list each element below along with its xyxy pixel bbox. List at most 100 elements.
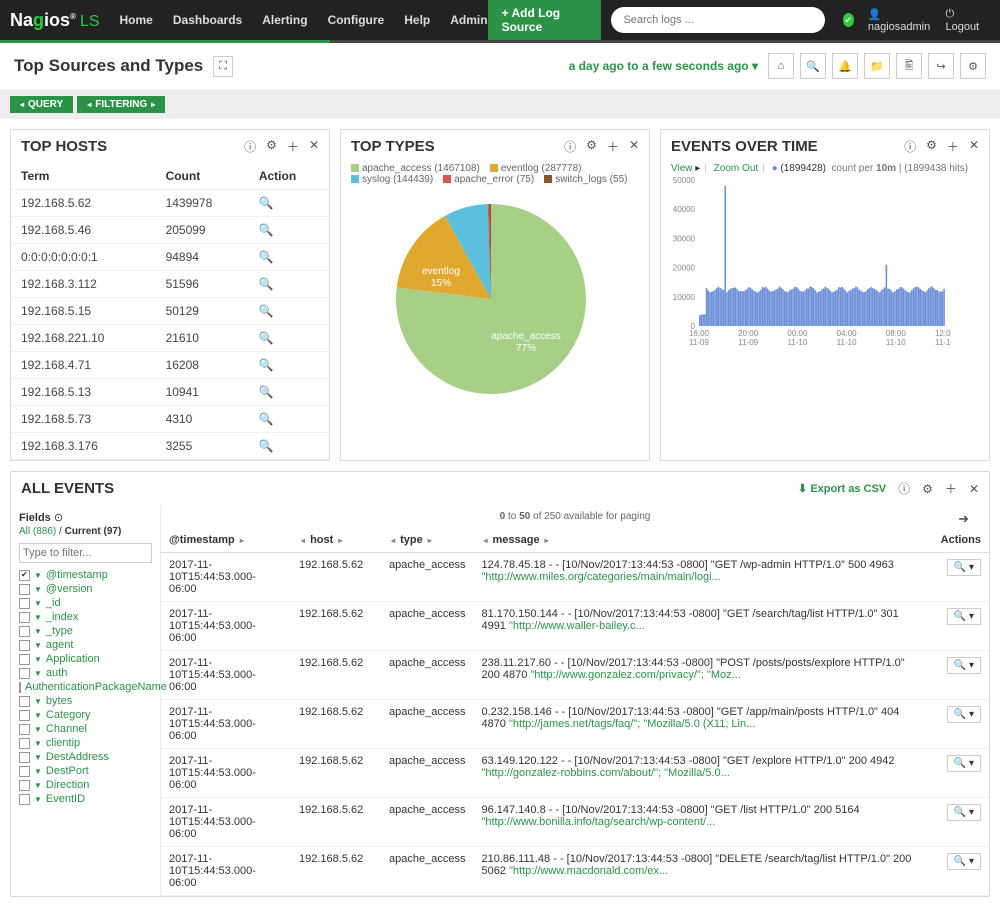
- field-item[interactable]: ▼@version: [19, 583, 152, 595]
- funnel-icon[interactable]: ▼: [34, 585, 42, 594]
- checkbox[interactable]: [19, 710, 30, 721]
- close-icon[interactable]: ✕: [629, 138, 639, 155]
- nav-configure[interactable]: Configure: [328, 13, 385, 27]
- field-item[interactable]: ▼Application: [19, 653, 152, 665]
- user-link[interactable]: 👤 nagiosadmin: [868, 8, 932, 33]
- field-item[interactable]: ▼DestAddress: [19, 751, 152, 763]
- funnel-icon[interactable]: ▼: [34, 767, 42, 776]
- close-icon[interactable]: ✕: [969, 482, 979, 496]
- search-icon[interactable]: 🔍: [259, 250, 274, 264]
- logout-link[interactable]: ⏻ Logout: [945, 8, 982, 33]
- gear-icon[interactable]: ⚙: [922, 482, 933, 496]
- search-icon[interactable]: 🔍: [259, 277, 274, 291]
- info-icon[interactable]: ⓘ: [904, 138, 916, 155]
- funnel-icon[interactable]: ▼: [34, 571, 42, 580]
- field-item[interactable]: ▼Channel: [19, 723, 152, 735]
- info-icon[interactable]: ⓘ: [244, 138, 256, 155]
- field-item[interactable]: ▼agent: [19, 639, 152, 651]
- funnel-icon[interactable]: ▼: [34, 795, 42, 804]
- toolbar-button[interactable]: ↪: [928, 53, 954, 79]
- add-icon[interactable]: ＋: [287, 138, 299, 155]
- checkbox[interactable]: [19, 766, 30, 777]
- field-item[interactable]: ▼clientip: [19, 737, 152, 749]
- row-action-button[interactable]: 🔍 ▾: [947, 755, 981, 772]
- checkbox[interactable]: [19, 780, 30, 791]
- fields-all-link[interactable]: All (886): [19, 526, 56, 537]
- checkbox[interactable]: [19, 584, 30, 595]
- search-icon[interactable]: 🔍: [259, 223, 274, 237]
- nav-alerting[interactable]: Alerting: [262, 13, 307, 27]
- funnel-icon[interactable]: ▼: [34, 655, 42, 664]
- gear-icon[interactable]: ⚙: [586, 138, 597, 155]
- tab-query[interactable]: QUERY: [10, 96, 73, 113]
- search-icon[interactable]: 🔍: [259, 412, 274, 426]
- row-action-button[interactable]: 🔍 ▾: [947, 804, 981, 821]
- checkbox[interactable]: [19, 626, 30, 637]
- add-icon[interactable]: ＋: [607, 138, 619, 155]
- checkbox[interactable]: [19, 640, 30, 651]
- toolbar-button[interactable]: 🔔: [832, 53, 858, 79]
- expand-icon[interactable]: ⛶: [213, 56, 233, 77]
- row-action-button[interactable]: 🔍 ▾: [947, 559, 981, 576]
- export-csv-button[interactable]: ⬇ Export as CSV: [798, 482, 886, 495]
- checkbox[interactable]: [19, 696, 30, 707]
- field-item[interactable]: ▼DestPort: [19, 765, 152, 777]
- gear-icon[interactable]: ⚙: [266, 138, 277, 155]
- fields-filter-input[interactable]: [19, 543, 152, 563]
- checkbox[interactable]: [19, 612, 30, 623]
- zoom-out-link[interactable]: Zoom Out: [714, 163, 758, 174]
- timerange-picker[interactable]: a day ago to a few seconds ago ▾: [569, 59, 758, 73]
- next-page-icon[interactable]: ➜: [958, 511, 969, 527]
- gear-icon[interactable]: ⚙: [926, 138, 937, 155]
- checkbox[interactable]: [19, 752, 30, 763]
- checkbox[interactable]: [19, 668, 30, 679]
- toolbar-button[interactable]: 🖺: [896, 53, 922, 79]
- toolbar-button[interactable]: ⚙: [960, 53, 986, 79]
- funnel-icon[interactable]: ▼: [34, 599, 42, 608]
- checkbox[interactable]: [19, 570, 30, 581]
- search-icon[interactable]: 🔍: [259, 196, 274, 210]
- nav-dashboards[interactable]: Dashboards: [173, 13, 242, 27]
- tab-filtering[interactable]: FILTERING: [77, 96, 165, 113]
- close-icon[interactable]: ✕: [969, 138, 979, 155]
- nav-admin[interactable]: Admin: [450, 13, 487, 27]
- funnel-icon[interactable]: ▼: [34, 781, 42, 790]
- info-icon[interactable]: ⓘ: [898, 480, 910, 497]
- search-icon[interactable]: 🔍: [259, 358, 274, 372]
- checkbox[interactable]: [19, 654, 30, 665]
- field-item[interactable]: ▼_index: [19, 611, 152, 623]
- nav-help[interactable]: Help: [404, 13, 430, 27]
- view-link[interactable]: View: [671, 163, 693, 174]
- field-item[interactable]: ▼@timestamp: [19, 569, 152, 581]
- add-log-source-button[interactable]: + Add Log Source: [488, 0, 602, 40]
- funnel-icon[interactable]: ▼: [34, 627, 42, 636]
- funnel-icon[interactable]: ▼: [34, 739, 42, 748]
- info-icon[interactable]: ⓘ: [564, 138, 576, 155]
- row-action-button[interactable]: 🔍 ▾: [947, 706, 981, 723]
- checkbox[interactable]: [19, 682, 21, 693]
- funnel-icon[interactable]: ▼: [34, 613, 42, 622]
- add-icon[interactable]: ＋: [945, 480, 957, 497]
- field-item[interactable]: ▼_type: [19, 625, 152, 637]
- field-item[interactable]: ▼bytes: [19, 695, 152, 707]
- checkbox[interactable]: [19, 738, 30, 749]
- search-icon[interactable]: 🔍: [259, 331, 274, 345]
- row-action-button[interactable]: 🔍 ▾: [947, 657, 981, 674]
- funnel-icon[interactable]: ▼: [34, 711, 42, 720]
- funnel-icon[interactable]: ▼: [34, 725, 42, 734]
- search-input[interactable]: [611, 7, 824, 33]
- funnel-icon[interactable]: ▼: [34, 753, 42, 762]
- field-item[interactable]: ▼Direction: [19, 779, 152, 791]
- toolbar-button[interactable]: ⌂: [768, 53, 794, 79]
- toolbar-button[interactable]: 🔍: [800, 53, 826, 79]
- field-item[interactable]: AuthenticationPackageName: [19, 681, 152, 693]
- checkbox[interactable]: [19, 724, 30, 735]
- field-item[interactable]: ▼Category: [19, 709, 152, 721]
- checkbox[interactable]: [19, 598, 30, 609]
- funnel-icon[interactable]: ▼: [34, 641, 42, 650]
- checkbox[interactable]: [19, 794, 30, 805]
- field-item[interactable]: ▼_id: [19, 597, 152, 609]
- toolbar-button[interactable]: 📁: [864, 53, 890, 79]
- add-icon[interactable]: ＋: [947, 138, 959, 155]
- search-icon[interactable]: 🔍: [259, 304, 274, 318]
